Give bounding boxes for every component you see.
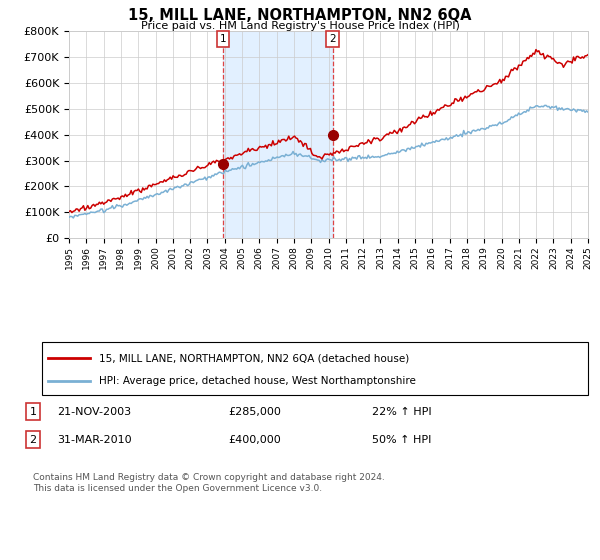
Text: £400,000: £400,000 xyxy=(228,435,281,445)
Bar xyxy=(223,31,333,239)
Text: 2: 2 xyxy=(29,435,37,445)
Text: 31-MAR-2010: 31-MAR-2010 xyxy=(57,435,131,445)
Text: 22% ↑ HPI: 22% ↑ HPI xyxy=(372,407,431,417)
Text: £285,000: £285,000 xyxy=(228,407,281,417)
Text: 15, MILL LANE, NORTHAMPTON, NN2 6QA: 15, MILL LANE, NORTHAMPTON, NN2 6QA xyxy=(128,8,472,24)
Text: 21-NOV-2003: 21-NOV-2003 xyxy=(57,407,131,417)
Text: HPI: Average price, detached house, West Northamptonshire: HPI: Average price, detached house, West… xyxy=(99,376,416,386)
Text: 50% ↑ HPI: 50% ↑ HPI xyxy=(372,435,431,445)
Text: Contains HM Land Registry data © Crown copyright and database right 2024.
This d: Contains HM Land Registry data © Crown c… xyxy=(33,473,385,493)
Text: 2: 2 xyxy=(329,34,336,44)
Text: Price paid vs. HM Land Registry's House Price Index (HPI): Price paid vs. HM Land Registry's House … xyxy=(140,21,460,31)
Text: 1: 1 xyxy=(29,407,37,417)
Text: 1: 1 xyxy=(220,34,226,44)
Text: 15, MILL LANE, NORTHAMPTON, NN2 6QA (detached house): 15, MILL LANE, NORTHAMPTON, NN2 6QA (det… xyxy=(99,353,409,363)
